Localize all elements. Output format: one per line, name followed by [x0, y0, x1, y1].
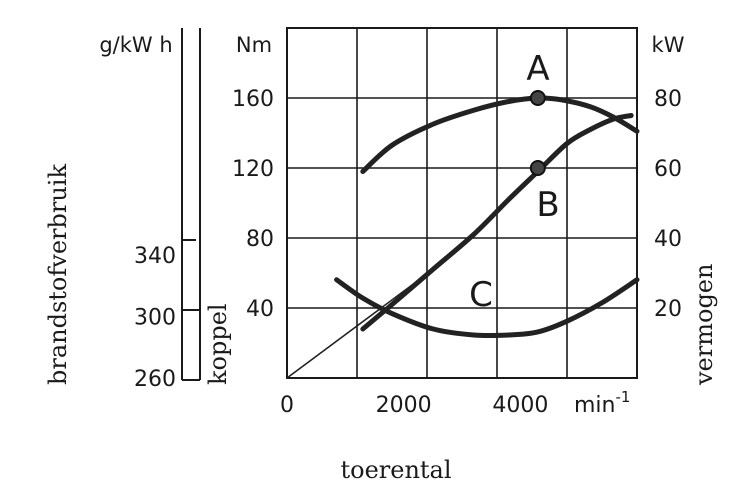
power-tick-label: 80: [654, 87, 682, 112]
power-tick-label: 20: [654, 297, 682, 322]
series-a-line: [360, 95, 640, 174]
x-axis-unit: min-1: [574, 388, 630, 418]
chart-grid: [286, 27, 638, 378]
x-tick-label: 0: [280, 393, 294, 418]
series-b-line: [360, 113, 634, 332]
torque-tick-label: 160: [232, 87, 274, 112]
fuel-tick-label: 340: [134, 244, 176, 269]
curve-label-layer: A B C: [469, 49, 560, 315]
curve-label-b: B: [536, 185, 559, 225]
fuel-axis-label: brandstofverbruik: [44, 164, 72, 385]
plot-frame: [286, 27, 638, 379]
power-axis-unit: kW: [652, 33, 685, 57]
marker-a: [529, 90, 546, 106]
fuel-axis-unit: g/kW h: [99, 33, 172, 57]
tick-labels: 0 2000 4000 40 80 120 160 20 40 60 80 260 300 340: [134, 87, 682, 418]
fuel-tick-label: 260: [134, 367, 176, 392]
curve-label-c: C: [469, 275, 493, 315]
marker-b: [529, 160, 546, 176]
series-layer: [286, 90, 640, 379]
torque-tick-label: 120: [232, 157, 274, 182]
x-tick-label: 2000: [376, 393, 432, 418]
x-tick-label: 4000: [492, 393, 548, 418]
curve-label-a: A: [526, 49, 549, 89]
torque-axis-label: koppel: [204, 303, 232, 385]
power-tick-label: 60: [654, 157, 682, 182]
power-axis-label: vermogen: [690, 264, 718, 386]
torque-tick-label: 40: [246, 297, 274, 322]
x-axis-label: toerental: [340, 456, 451, 484]
torque-axis-unit: Nm: [236, 33, 272, 57]
series-c-line: [334, 277, 640, 339]
torque-tick-label: 80: [246, 227, 274, 252]
fuel-tick-label: 300: [134, 306, 176, 331]
power-tick-label: 40: [654, 227, 682, 252]
x-axis-unit-text: min-1: [574, 388, 630, 418]
chart-axes: [181, 27, 638, 381]
